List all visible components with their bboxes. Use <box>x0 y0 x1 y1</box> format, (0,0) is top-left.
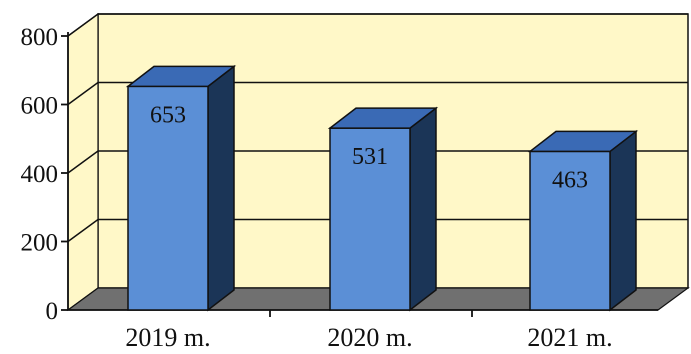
y-tick-label: 0 <box>46 298 59 325</box>
gridline <box>67 13 688 37</box>
y-tick-label: 400 <box>21 161 59 188</box>
bar-top-face <box>125 65 237 88</box>
gridline <box>67 150 688 174</box>
y-tick-label: 200 <box>21 230 59 257</box>
data-label: 463 <box>552 167 588 193</box>
bar-2021m <box>527 129 639 312</box>
y-tick-label: 600 <box>21 93 59 120</box>
y-tick-label: 800 <box>21 24 59 51</box>
bar-front-face <box>529 150 611 311</box>
data-label: 653 <box>150 102 186 128</box>
bar-2020m <box>327 106 439 312</box>
bar-top-face <box>527 130 639 153</box>
bar-side-face <box>609 129 637 312</box>
x-category-label: 2020 m. <box>327 323 412 352</box>
data-label: 531 <box>352 144 388 170</box>
bar-side-face <box>409 106 437 312</box>
bar-top-face <box>327 107 439 129</box>
bar-side-face <box>207 64 235 312</box>
bar-2019m <box>125 64 237 312</box>
bar-front-face <box>127 85 209 311</box>
bar-front-face <box>329 127 411 311</box>
gridline <box>67 218 688 243</box>
gridline <box>67 81 688 106</box>
x-category-label: 2019 m. <box>125 323 210 352</box>
x-category-label: 2021 m. <box>527 323 612 352</box>
